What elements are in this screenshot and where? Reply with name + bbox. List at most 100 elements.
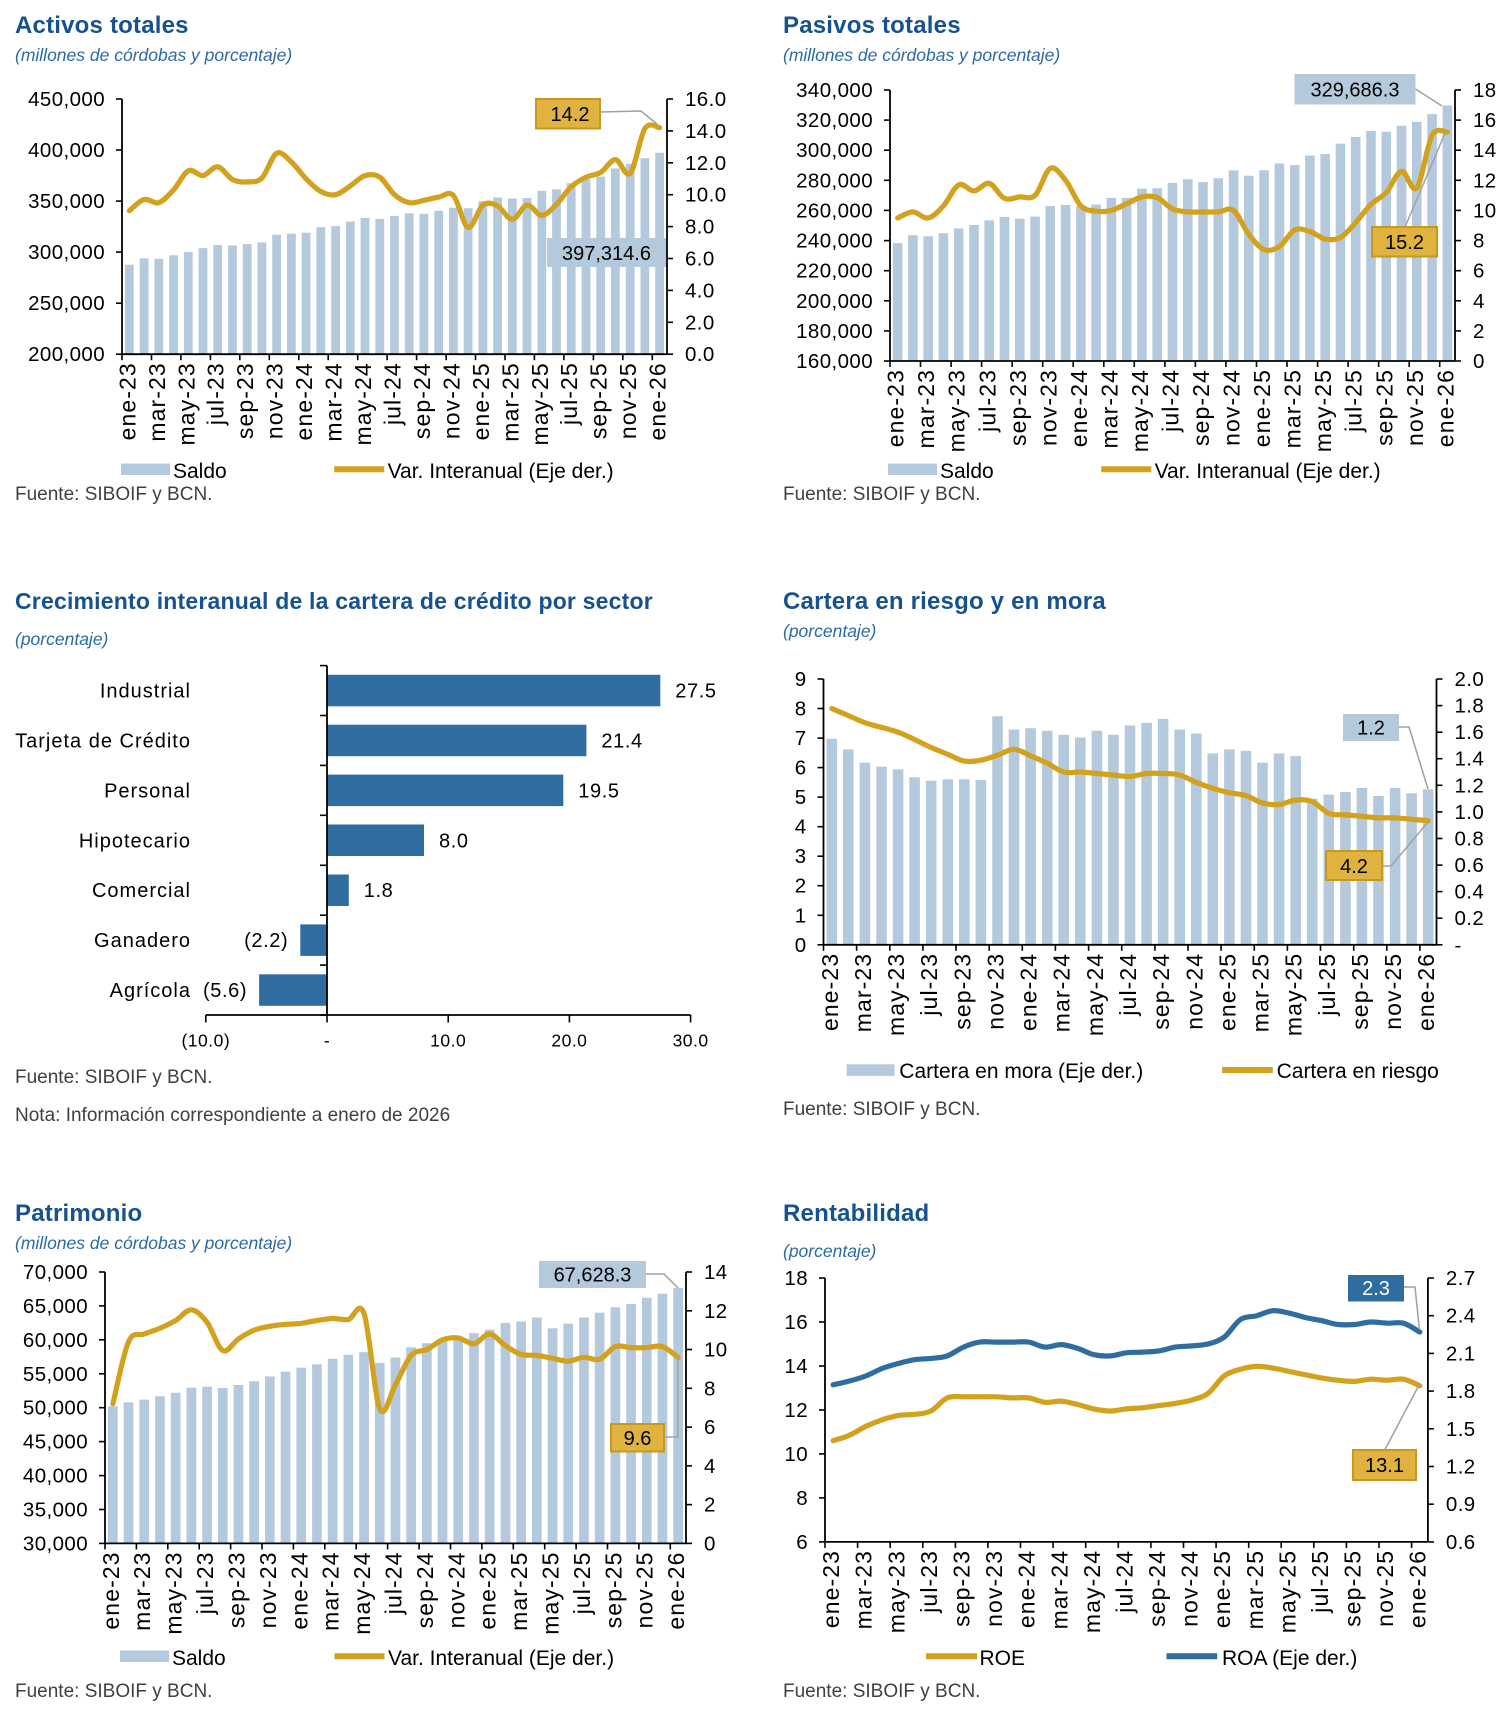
svg-text:sep-25: sep-25: [600, 1551, 626, 1628]
svg-text:8.0: 8.0: [685, 216, 715, 239]
svg-text:ene-25: ene-25: [1249, 369, 1275, 447]
svg-text:jul-25: jul-25: [569, 1551, 595, 1615]
svg-text:6: 6: [796, 1531, 808, 1554]
svg-text:may-23: may-23: [173, 362, 199, 445]
svg-text:ROE: ROE: [980, 1647, 1026, 1670]
svg-text:may-24: may-24: [1082, 953, 1108, 1036]
svg-text:jul-23: jul-23: [974, 369, 1000, 433]
svg-text:2.0: 2.0: [685, 311, 715, 334]
svg-text:19.5: 19.5: [578, 780, 619, 802]
svg-text:(porcentaje): (porcentaje): [783, 621, 876, 641]
svg-text:9: 9: [795, 668, 807, 691]
svg-text:ene-23: ene-23: [883, 369, 909, 447]
svg-text:10.0: 10.0: [685, 184, 727, 207]
svg-text:jul-23: jul-23: [916, 953, 942, 1017]
svg-text:14.2: 14.2: [551, 104, 590, 126]
svg-text:1.8: 1.8: [364, 880, 394, 902]
svg-text:(millones de córdobas y porcen: (millones de córdobas y porcentaje): [783, 45, 1060, 65]
svg-text:jul-24: jul-24: [381, 1551, 407, 1615]
svg-text:Fuente: SIBOIF y BCN.: Fuente: SIBOIF y BCN.: [15, 484, 212, 505]
svg-text:nov-24: nov-24: [438, 362, 464, 439]
svg-text:mar-24: mar-24: [1046, 1550, 1072, 1629]
svg-text:may-24: may-24: [349, 1551, 375, 1634]
svg-text:nov-25: nov-25: [1380, 953, 1406, 1030]
svg-text:ene-25: ene-25: [1209, 1550, 1235, 1628]
svg-text:240,000: 240,000: [796, 230, 873, 253]
svg-text:(10.0): (10.0): [181, 1031, 230, 1051]
svg-text:ene-26: ene-26: [1405, 1550, 1431, 1628]
svg-text:nov-24: nov-24: [1181, 953, 1207, 1030]
svg-text:1: 1: [795, 904, 807, 927]
svg-text:14: 14: [1473, 139, 1497, 162]
svg-text:16: 16: [1473, 109, 1497, 132]
svg-text:200,000: 200,000: [28, 343, 105, 366]
svg-text:14.0: 14.0: [685, 120, 727, 143]
svg-text:397,314.6: 397,314.6: [562, 243, 651, 265]
svg-text:jul-25: jul-25: [1307, 1550, 1333, 1614]
svg-text:mar-23: mar-23: [850, 953, 876, 1032]
svg-text:mar-24: mar-24: [321, 362, 347, 441]
svg-text:200,000: 200,000: [796, 290, 873, 313]
svg-text:Var. Interanual (Eje der.): Var. Interanual (Eje der.): [388, 460, 614, 483]
svg-text:sep-23: sep-23: [232, 362, 258, 439]
svg-text:18: 18: [784, 1267, 808, 1290]
svg-text:jul-25: jul-25: [1341, 369, 1367, 433]
svg-text:340,000: 340,000: [796, 79, 873, 102]
svg-text:4: 4: [704, 1455, 716, 1478]
svg-text:3: 3: [795, 845, 807, 868]
svg-text:1.8: 1.8: [1446, 1380, 1476, 1403]
svg-text:13.1: 13.1: [1365, 1455, 1404, 1477]
svg-text:0.8: 0.8: [1455, 828, 1485, 851]
svg-text:180,000: 180,000: [796, 320, 873, 343]
svg-text:sep-24: sep-24: [1188, 369, 1214, 446]
svg-text:Hipotecario: Hipotecario: [79, 830, 191, 852]
svg-text:2.1: 2.1: [1446, 1342, 1476, 1365]
svg-text:280,000: 280,000: [796, 169, 873, 192]
svg-text:mar-24: mar-24: [1096, 369, 1122, 448]
svg-text:may-24: may-24: [1079, 1550, 1105, 1633]
svg-text:nov-23: nov-23: [255, 1551, 281, 1628]
svg-text:320,000: 320,000: [796, 109, 873, 132]
svg-text:may-25: may-25: [1274, 1550, 1300, 1633]
svg-text:Tarjeta de Crédito: Tarjeta de Crédito: [15, 731, 191, 753]
svg-text:mar-25: mar-25: [497, 362, 523, 441]
svg-text:ene-24: ene-24: [1014, 1550, 1040, 1628]
svg-text:65,000: 65,000: [23, 1295, 88, 1318]
svg-text:jul-24: jul-24: [1115, 953, 1141, 1017]
svg-text:ene-24: ene-24: [1066, 369, 1092, 447]
svg-text:ene-24: ene-24: [286, 1551, 312, 1629]
svg-text:Patrimonio: Patrimonio: [15, 1200, 142, 1227]
svg-text:jul-25: jul-25: [556, 362, 582, 426]
svg-text:2.4: 2.4: [1446, 1305, 1476, 1328]
svg-text:70,000: 70,000: [23, 1261, 88, 1284]
svg-text:sep-25: sep-25: [586, 362, 612, 439]
svg-text:mar-25: mar-25: [1280, 369, 1306, 448]
svg-text:sep-25: sep-25: [1340, 1550, 1366, 1627]
svg-text:0.0: 0.0: [685, 343, 715, 366]
svg-text:may-25: may-25: [1310, 369, 1336, 452]
svg-text:Saldo: Saldo: [172, 1647, 226, 1670]
svg-text:-: -: [1455, 934, 1462, 957]
svg-text:may-24: may-24: [350, 362, 376, 445]
svg-text:nov-23: nov-23: [981, 1550, 1007, 1627]
svg-text:ene-25: ene-25: [1214, 953, 1240, 1031]
svg-text:may-23: may-23: [883, 1550, 909, 1633]
svg-text:ROA (Eje der.): ROA (Eje der.): [1222, 1647, 1357, 1670]
svg-text:12: 12: [784, 1399, 808, 1422]
svg-text:2.3: 2.3: [1362, 1278, 1390, 1300]
svg-text:0.6: 0.6: [1446, 1531, 1476, 1554]
svg-text:18: 18: [1473, 79, 1497, 102]
svg-text:ene-25: ene-25: [475, 1551, 501, 1629]
svg-text:ene-23: ene-23: [114, 362, 140, 440]
svg-text:15.2: 15.2: [1385, 232, 1424, 254]
svg-text:Fuente: SIBOIF y BCN.: Fuente: SIBOIF y BCN.: [783, 1681, 980, 1702]
svg-text:2: 2: [704, 1494, 716, 1517]
svg-text:0.2: 0.2: [1455, 907, 1485, 930]
svg-text:300,000: 300,000: [28, 241, 105, 264]
svg-text:1.4: 1.4: [1455, 748, 1485, 771]
svg-text:nov-24: nov-24: [1177, 1550, 1203, 1627]
svg-text:Ganadero: Ganadero: [94, 930, 191, 952]
svg-text:ene-23: ene-23: [817, 953, 843, 1031]
svg-text:nov-25: nov-25: [615, 362, 641, 439]
svg-text:mar-23: mar-23: [144, 362, 170, 441]
